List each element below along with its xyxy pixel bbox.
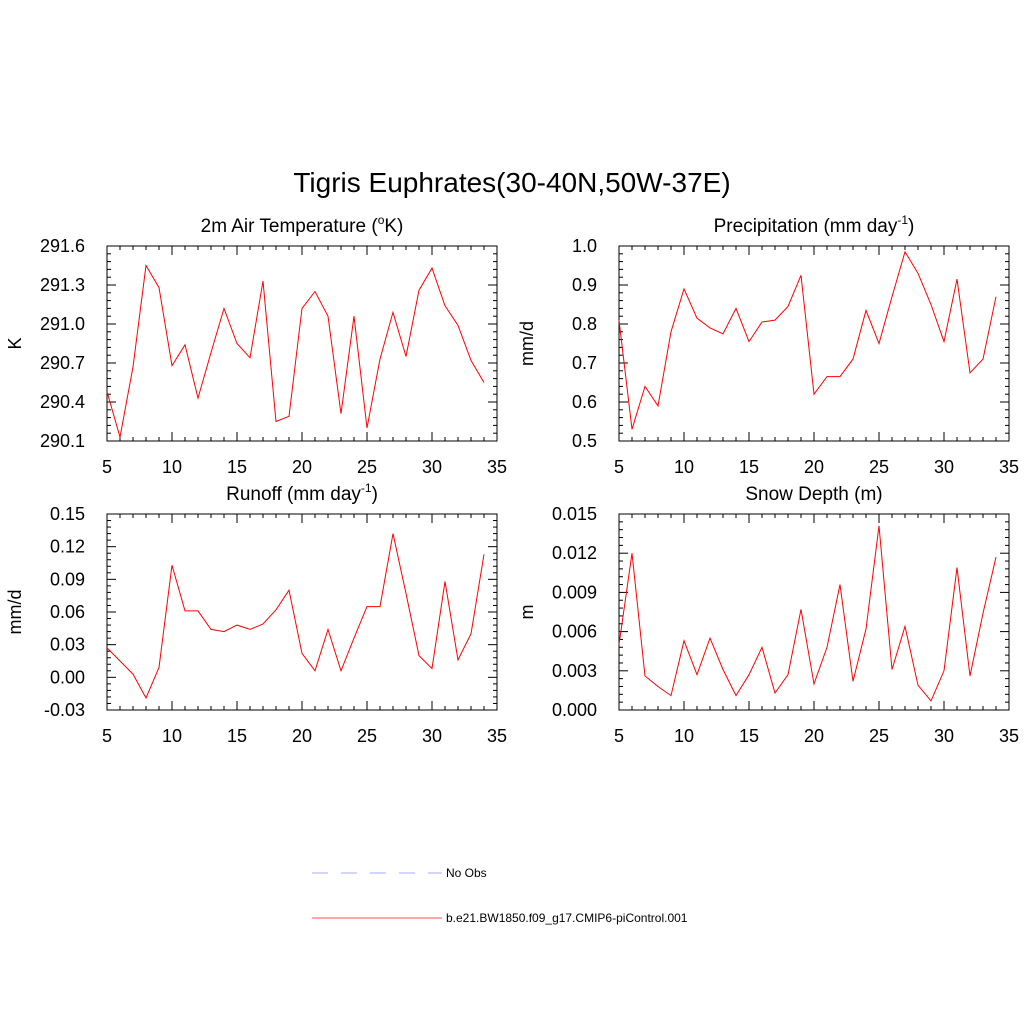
air-temperature-panel-title: 2m Air Temperature (oK) [201, 213, 404, 237]
runoff-y-tick-label: -0.03 [44, 700, 85, 720]
air-temperature-y-tick-label: 291.3 [40, 275, 85, 295]
runoff-x-tick-label: 35 [487, 726, 507, 746]
air-temperature-y-tick-label: 291.6 [40, 236, 85, 256]
chart-air-temperature: 2m Air Temperature (oK) K 5 10 15 20 25 30 35 290… [5, 213, 507, 477]
runoff-y-tick-label: 0.09 [50, 569, 85, 589]
snow-depth-y-tick-label: 0.012 [552, 543, 597, 563]
runoff-title-part: Runoff (mm day [226, 484, 361, 505]
precipitation-x-tick-label: 15 [739, 457, 759, 477]
runoff-x-tick-label: 5 [102, 726, 112, 746]
snow-depth-x-tick-label: 25 [869, 726, 889, 746]
snow-depth-y-tick-label: 0.009 [552, 582, 597, 602]
air-temperature-title-part: K) [384, 216, 403, 237]
runoff-y-tick-label: 0.03 [50, 635, 85, 655]
runoff-title-superscript: -1 [361, 481, 372, 495]
runoff-series-line [106, 533, 485, 700]
precipitation-title-superscript: -1 [897, 213, 908, 227]
precipitation-panel-title: Precipitation (mm day-1) [714, 213, 915, 237]
air-temperature-x-tick-label: 35 [487, 457, 507, 477]
snow-depth-series-line [618, 525, 997, 702]
air-temperature-plot-frame [106, 245, 498, 442]
runoff-title-part: ) [372, 484, 378, 505]
air-temperature-y-tick-label: 290.4 [40, 392, 85, 412]
runoff-x-tick-label: 20 [292, 726, 312, 746]
snow-depth-y-tick-label: 0.006 [552, 622, 597, 642]
snow-depth-x-tick-label: 20 [804, 726, 824, 746]
runoff-panel-title: Runoff (mm day-1) [226, 481, 378, 505]
runoff-y-tick-label: 0.15 [50, 504, 85, 524]
air-temperature-x-tick-label: 20 [292, 457, 312, 477]
runoff-x-tick-label: 25 [357, 726, 377, 746]
air-temperature-x-tick-label: 10 [162, 457, 182, 477]
precipitation-x-tick-label: 20 [804, 457, 824, 477]
air-temperature-series-line [106, 263, 485, 438]
snow-depth-y-axis-label: m [517, 605, 537, 620]
snow-depth-x-tick-label: 10 [674, 726, 694, 746]
snow-depth-y-tick-label: 0.015 [552, 504, 597, 524]
snow-depth-y-tick-label: 0.000 [552, 700, 597, 720]
snow-depth-panel-title: Snow Depth (m) [745, 484, 882, 505]
air-temperature-x-tick-label: 15 [227, 457, 247, 477]
runoff-x-tick-label: 30 [422, 726, 442, 746]
precipitation-x-tick-label: 25 [869, 457, 889, 477]
precipitation-y-tick-label: 0.7 [572, 353, 597, 373]
chart-runoff: Runoff (mm day-1) mm/d 5 10 15 20 25 30 35 -0.03 0… [5, 481, 507, 746]
snow-depth-x-tick-label: 30 [934, 726, 954, 746]
precipitation-x-tick-label: 35 [999, 457, 1019, 477]
air-temperature-y-tick-label: 290.1 [40, 431, 85, 451]
legend-label-model: b.e21.BW1850.f09_g17.CMIP6-piControl.001 [446, 911, 688, 925]
precipitation-x-tick-label: 5 [614, 457, 624, 477]
precipitation-series-line [618, 250, 997, 430]
air-temperature-x-tick-label: 5 [102, 457, 112, 477]
snow-depth-x-tick-label: 5 [614, 726, 624, 746]
air-temperature-title-superscript: o [378, 213, 385, 227]
runoff-y-axis-label: mm/d [5, 590, 25, 635]
air-temperature-y-tick-label: 291.0 [40, 314, 85, 334]
snow-depth-title-part: Snow Depth (m) [745, 484, 882, 505]
runoff-plot-frame [106, 513, 498, 711]
precipitation-plot-frame [618, 245, 1010, 442]
chart-snow-depth: Snow Depth (m) m 5 10 15 20 25 30 35 0.000 0.003 0.… [517, 484, 1019, 746]
precipitation-title-part: ) [908, 216, 914, 237]
precipitation-y-tick-label: 0.5 [572, 431, 597, 451]
runoff-y-tick-label: 0.06 [50, 602, 85, 622]
precipitation-title-part: Precipitation (mm day [714, 216, 898, 237]
air-temperature-y-axis-label: K [5, 337, 25, 349]
snow-depth-x-tick-label: 15 [739, 726, 759, 746]
runoff-x-tick-label: 15 [227, 726, 247, 746]
air-temperature-x-tick-label: 25 [357, 457, 377, 477]
legend: No Obs b.e21.BW1850.f09_g17.CMIP6-piCont… [312, 866, 688, 925]
precipitation-y-tick-label: 1.0 [572, 236, 597, 256]
precipitation-y-axis-label: mm/d [517, 321, 537, 366]
panels: 2m Air Temperature (oK) K 5 10 15 20 25 30 35 290… [5, 213, 1019, 746]
chart-precipitation: Precipitation (mm day-1) mm/d 5 10 15 20 25 30 3… [517, 213, 1019, 477]
air-temperature-y-tick-label: 290.7 [40, 353, 85, 373]
precipitation-y-tick-label: 0.6 [572, 392, 597, 412]
snow-depth-y-tick-label: 0.003 [552, 661, 597, 681]
snow-depth-plot-frame [618, 513, 1010, 711]
precipitation-y-tick-label: 0.8 [572, 314, 597, 334]
precipitation-y-tick-label: 0.9 [572, 275, 597, 295]
runoff-y-tick-label: 0.12 [50, 537, 85, 557]
air-temperature-x-tick-label: 30 [422, 457, 442, 477]
precipitation-x-tick-label: 10 [674, 457, 694, 477]
runoff-x-tick-label: 10 [162, 726, 182, 746]
air-temperature-title-part: 2m Air Temperature ( [201, 216, 379, 237]
runoff-y-tick-label: 0.00 [50, 667, 85, 687]
legend-label-no-obs: No Obs [446, 866, 487, 880]
snow-depth-x-tick-label: 35 [999, 726, 1019, 746]
figure-title: Tigris Euphrates(30-40N,50W-37E) [293, 167, 730, 198]
precipitation-x-tick-label: 30 [934, 457, 954, 477]
